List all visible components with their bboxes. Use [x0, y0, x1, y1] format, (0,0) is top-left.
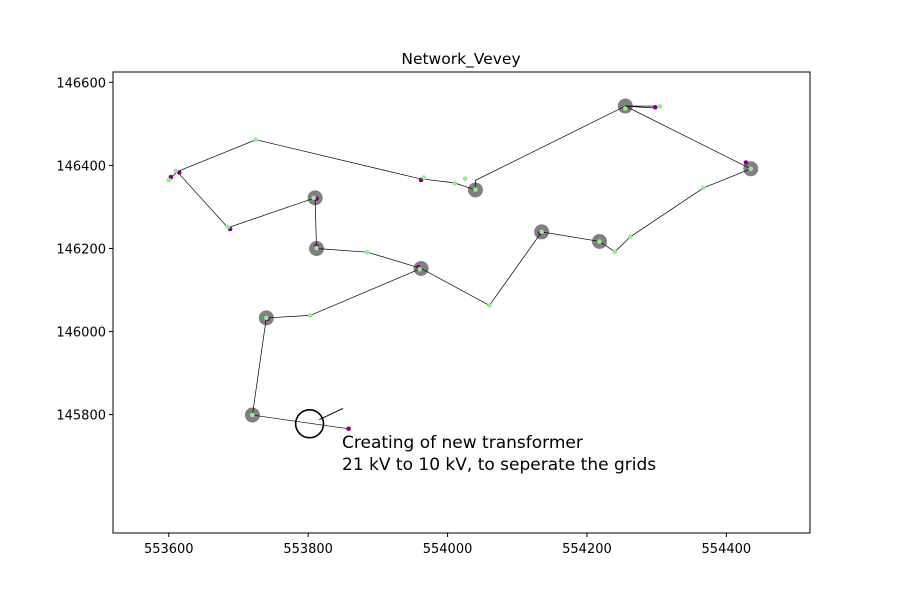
- node-purple: [743, 160, 749, 165]
- node-green: [612, 249, 618, 255]
- y-tick-label: 145800: [56, 409, 106, 424]
- plot-frame: [112, 71, 811, 534]
- node-purple: [346, 426, 351, 432]
- node-green: [539, 229, 544, 235]
- node-green: [452, 181, 457, 186]
- node-green: [487, 303, 492, 308]
- node-green: [421, 175, 427, 180]
- node-green: [462, 176, 468, 182]
- node-green: [225, 224, 231, 230]
- annotation-line-2: 21 kV to 10 kV, to seperate the grids: [342, 455, 656, 475]
- node-green: [264, 315, 269, 321]
- y-tick-label: 146000: [56, 326, 106, 341]
- node-green: [417, 266, 422, 272]
- y-tick-label: 146400: [56, 159, 106, 174]
- node-green: [748, 166, 754, 172]
- node-green: [250, 412, 255, 418]
- node-green: [701, 185, 706, 191]
- x-tick-label: 554200: [562, 542, 612, 557]
- y-tick-label: 146600: [56, 76, 106, 91]
- node-green: [597, 239, 602, 244]
- axes: 553600 553800 554000 554200 554400 145800 1460…: [56, 76, 751, 557]
- y-tick-label: 146200: [56, 243, 106, 258]
- node-purple: [176, 170, 182, 175]
- node-green: [473, 187, 478, 192]
- node-green: [365, 249, 370, 255]
- node-green: [311, 195, 317, 201]
- plot-area: [166, 98, 759, 432]
- node-green: [307, 313, 313, 318]
- node-green: [627, 234, 633, 240]
- node-purple: [652, 105, 658, 110]
- node-green: [657, 104, 663, 109]
- annotation: Creating of new transformer 21 kV to 10 …: [294, 407, 656, 475]
- node-green: [314, 245, 319, 251]
- x-tick-label: 553800: [283, 542, 333, 557]
- x-tick-label: 554400: [702, 542, 752, 557]
- node-green: [166, 177, 172, 183]
- network-line: [176, 105, 752, 306]
- node-green: [253, 137, 259, 142]
- x-tick-label: 554000: [423, 542, 473, 557]
- x-tick-label: 553600: [144, 542, 194, 557]
- annotation-line-1: Creating of new transformer: [342, 433, 583, 453]
- chart-title: Network_Vevey: [401, 50, 520, 69]
- annotation-leader-line: [319, 407, 344, 421]
- node-green: [622, 106, 628, 111]
- annotation-circle: [294, 409, 325, 439]
- node-green: [173, 168, 179, 174]
